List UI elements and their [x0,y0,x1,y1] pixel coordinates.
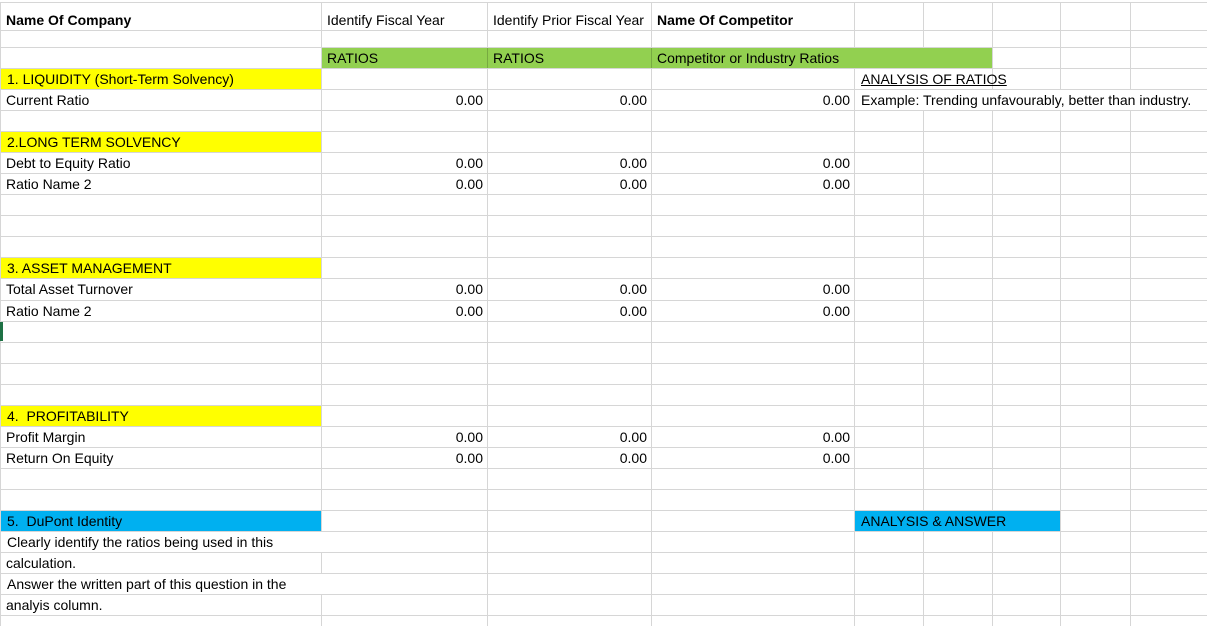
cell-ltd-ratio2-label[interactable]: Ratio Name 2 [6,176,92,192]
gridline-horizontal [0,531,1207,532]
cell-tat-prior[interactable]: 0.00 [619,281,647,297]
gridline-vertical [992,2,993,626]
cell-section-profitability[interactable]: 4. PROFITABILITY [1,406,321,426]
cell-current-ratio-prior[interactable]: 0.00 [619,92,647,108]
gridline-horizontal [0,89,1207,90]
cell-section-asset[interactable]: 3. ASSET MANAGEMENT [1,258,321,278]
band-divider [487,48,488,68]
gridline-horizontal [0,152,1207,153]
selection-marker [0,322,3,341]
cell-debt-equity-prior[interactable]: 0.00 [619,155,647,171]
gridline-vertical [1130,2,1131,626]
gridline-vertical [487,2,488,626]
gridline-horizontal [0,110,1207,111]
gridline-horizontal [0,68,1207,69]
cell-profit-margin-label[interactable]: Profit Margin [6,429,86,445]
band-divider [651,48,652,68]
gridline-horizontal [0,468,1207,469]
cell-profit-margin-competitor[interactable]: 0.00 [822,429,850,445]
cell-current-ratio-competitor[interactable]: 0.00 [822,92,850,108]
gridline-horizontal [0,573,1207,574]
cell-instruction-4[interactable]: analyis column. [6,597,103,613]
cell-instruction-3[interactable]: Answer the written part of this question… [1,574,431,594]
cell-profit-margin-prior[interactable]: 0.00 [619,429,647,445]
cell-current-ratio-label[interactable]: Current Ratio [6,92,90,108]
gridline-horizontal [0,615,1207,616]
cell-asset-ratio2-prior[interactable]: 0.00 [619,303,647,319]
cell-tat-competitor[interactable]: 0.00 [822,281,850,297]
gridline-horizontal [0,552,1207,553]
gridline-horizontal [0,236,1207,237]
gridline-horizontal [0,594,1207,595]
cell-ltd-ratio2-prior[interactable]: 0.00 [619,176,647,192]
cell-analysis-answer[interactable]: ANALYSIS & ANSWER [855,511,1060,531]
gridline-horizontal [0,342,1207,343]
gridline-horizontal [0,194,1207,195]
cell-asset-ratio2-label[interactable]: Ratio Name 2 [6,303,92,319]
cell-roe-label[interactable]: Return On Equity [6,450,114,466]
gridline-vertical [321,2,322,626]
cell-current-ratio-fy[interactable]: 0.00 [455,92,483,108]
cell-prior-fiscal-year-header[interactable]: Identify Prior Fiscal Year [493,12,644,28]
gridline-horizontal [0,510,1207,511]
gridline-horizontal [0,426,1207,427]
gridline-horizontal [0,405,1207,406]
gridline-vertical [854,2,855,626]
gridline-horizontal [0,47,1207,48]
gridline-horizontal [0,257,1207,258]
cell-profit-margin-fy[interactable]: 0.00 [455,429,483,445]
cell-example-note[interactable]: Example: Trending unfavourably, better t… [855,90,1207,110]
ratios-band [322,48,992,68]
cell-roe-competitor[interactable]: 0.00 [822,450,850,466]
gridline-vertical [0,2,1,626]
cell-company-header[interactable]: Name Of Company [6,12,132,28]
cell-competitor-ratios[interactable]: Competitor or Industry Ratios [657,50,840,66]
cell-ratios-prior[interactable]: RATIOS [493,50,545,66]
cell-tat-fy[interactable]: 0.00 [455,281,483,297]
cell-roe-prior[interactable]: 0.00 [619,450,647,466]
gridline-horizontal [0,384,1207,385]
cell-asset-ratio2-fy[interactable]: 0.00 [455,303,483,319]
cell-ltd-ratio2-fy[interactable]: 0.00 [455,176,483,192]
cell-tat-label[interactable]: Total Asset Turnover [6,281,133,297]
gridline-horizontal [0,300,1207,301]
cell-asset-ratio2-competitor[interactable]: 0.00 [822,303,850,319]
cell-ratios-fiscal[interactable]: RATIOS [327,50,379,66]
cell-debt-equity-label[interactable]: Debt to Equity Ratio [6,155,131,171]
cell-instruction-2[interactable]: calculation. [6,555,77,571]
gridline-horizontal [0,173,1207,174]
gridline-horizontal [0,278,1207,279]
cell-debt-equity-competitor[interactable]: 0.00 [822,155,850,171]
cell-section-long-term[interactable]: 2.LONG TERM SOLVENCY [1,132,321,152]
gridline-vertical [1060,2,1061,626]
gridline-horizontal [0,2,1207,3]
cell-instruction-1[interactable]: Clearly identify the ratios being used i… [1,532,431,552]
cell-roe-fy[interactable]: 0.00 [455,450,483,466]
cell-section-dupont[interactable]: 5. DuPont Identity [1,511,321,531]
gridline-vertical [923,2,924,626]
cell-fiscal-year-header[interactable]: Identify Fiscal Year [327,12,445,28]
gridline-vertical [651,2,652,626]
cell-competitor-header[interactable]: Name Of Competitor [657,12,794,28]
cell-analysis-of-ratios[interactable]: ANALYSIS OF RATIOS [855,69,1007,89]
gridline-horizontal [0,215,1207,216]
gridline-horizontal [0,447,1207,448]
gridline-horizontal [0,131,1207,132]
cell-ltd-ratio2-competitor[interactable]: 0.00 [822,176,850,192]
cell-section-liquidity[interactable]: 1. LIQUIDITY (Short-Term Solvency) [1,69,321,89]
gridline-horizontal [0,30,1207,31]
gridline-horizontal [0,489,1207,490]
gridline-horizontal [0,321,1207,322]
gridline-horizontal [0,363,1207,364]
cell-debt-equity-fy[interactable]: 0.00 [455,155,483,171]
